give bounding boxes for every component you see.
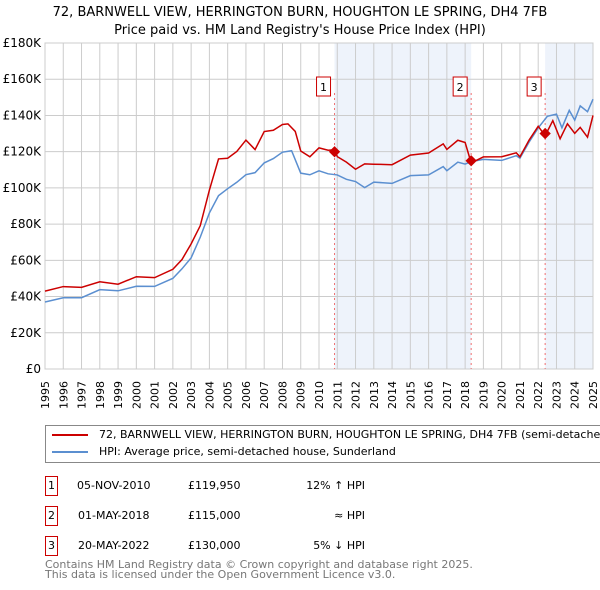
x-tick-label: 1997 (76, 381, 89, 409)
x-tick-label: 2018 (459, 381, 472, 409)
sale-label: 3 (531, 81, 538, 94)
title: 72, BARNWELL VIEW, HERRINGTON BURN, HOUG… (52, 5, 548, 20)
legend-blue-line (52, 451, 88, 453)
y-tick-label: £100K (3, 181, 43, 195)
x-tick-label: 2017 (441, 381, 454, 409)
chart-title: 72, BARNWELL VIEW, HERRINGTON BURN, HOUG… (0, 4, 600, 40)
y-tick-label: £0 (26, 362, 41, 376)
sale-price: £119,950 (188, 479, 241, 492)
x-tick-label: 2016 (423, 381, 436, 409)
table-row: 3 20-MAY-2022 £130,000 5% ↓ HPI (45, 536, 445, 556)
price-chart: 1995 1996 1997 1998 1999 2000 2001 2002 2003 2004… (3, 36, 600, 409)
footer: Contains HM Land Registry data © Crown c… (45, 558, 473, 581)
sale-price: £115,000 (188, 509, 241, 522)
x-tick-label: 2003 (185, 381, 198, 409)
sale-marker: 3 (45, 536, 58, 556)
sale-label-box (316, 76, 332, 97)
y-tick-label: £40K (10, 290, 42, 304)
sale-point (328, 146, 341, 158)
x-tick-label: 1995 (39, 381, 52, 409)
x-tick-label: 2021 (514, 381, 527, 409)
y-tick-label: £140K (3, 108, 43, 122)
sale-marker: 2 (45, 506, 58, 526)
sale-hpi: ≈ HPI (334, 509, 365, 522)
subtitle: Price paid vs. HM Land Registry's House … (114, 23, 486, 38)
shaded-period (545, 43, 593, 369)
hpi-line (44, 98, 594, 303)
legend-property: 72, BARNWELL VIEW, HERRINGTON BURN, HOUG… (99, 428, 600, 441)
y-tick-label: £20K (10, 326, 42, 340)
footer-copyright: Contains HM Land Registry data © Crown c… (45, 558, 473, 571)
y-tick-label: £160K (3, 72, 43, 86)
x-tick-label: 2000 (130, 381, 143, 409)
x-tick-label: 2023 (550, 381, 563, 409)
x-tick-label: 2022 (532, 381, 545, 409)
x-tick-label: 2007 (258, 381, 271, 409)
x-tick-label: 2008 (276, 381, 289, 409)
sale-label: 1 (320, 81, 327, 94)
shaded-period (334, 43, 472, 369)
x-tick-label: 2005 (222, 381, 235, 409)
sale-price: £130,000 (188, 539, 241, 552)
x-tick-label: 2002 (167, 381, 180, 409)
x-tick-label: 2024 (569, 381, 582, 409)
x-tick-label: 2009 (295, 381, 308, 409)
x-tick-label: 1998 (94, 381, 107, 409)
legend: 72, BARNWELL VIEW, HERRINGTON BURN, HOUG… (45, 425, 600, 463)
y-tick-label: £180K (3, 36, 43, 50)
x-tick-label: 1999 (112, 381, 125, 409)
x-tick-label: 2020 (496, 381, 509, 409)
sale-label-box (452, 76, 468, 97)
x-tick-label: 2014 (386, 381, 399, 409)
y-tick-label: £80K (10, 217, 42, 231)
sale-label: 2 (457, 81, 464, 94)
footer-licence: This data is licensed under the Open Gov… (45, 568, 396, 581)
sale-marker: 1 (45, 476, 58, 496)
sale-date: 05-NOV-2010 (77, 479, 151, 492)
x-tick-label: 2019 (477, 381, 490, 409)
x-tick-label: 2010 (313, 381, 326, 409)
sale-point (539, 127, 551, 140)
table-row: 1 05-NOV-2010 £119,950 12% ↑ HPI (45, 476, 445, 496)
legend-hpi: HPI: Average price, semi-detached house,… (99, 445, 396, 458)
sale-label-box (526, 76, 542, 97)
table-row: 2 01-MAY-2018 £115,000 ≈ HPI (45, 506, 445, 526)
plot-frame (44, 42, 594, 370)
x-tick-label: 2011 (331, 381, 344, 409)
x-tick-label: 2004 (203, 381, 216, 409)
y-tick-label: £60K (10, 253, 42, 267)
x-tick-label: 2012 (350, 381, 363, 409)
x-tick-label: 2001 (149, 381, 162, 409)
x-tick-label: 2025 (587, 381, 600, 409)
legend-red-line (52, 434, 88, 436)
sale-hpi: 12% ↑ HPI (306, 479, 365, 492)
x-tick-label: 2006 (240, 381, 253, 409)
x-tick-label: 2015 (404, 381, 417, 409)
x-tick-label: 1996 (57, 381, 70, 409)
y-tick-label: £120K (3, 145, 43, 159)
sale-date: 01-MAY-2018 (78, 509, 150, 522)
sale-hpi: 5% ↓ HPI (313, 539, 365, 552)
sale-point (465, 155, 477, 167)
x-tick-label: 2013 (368, 381, 381, 409)
sale-date: 20-MAY-2022 (78, 539, 150, 552)
